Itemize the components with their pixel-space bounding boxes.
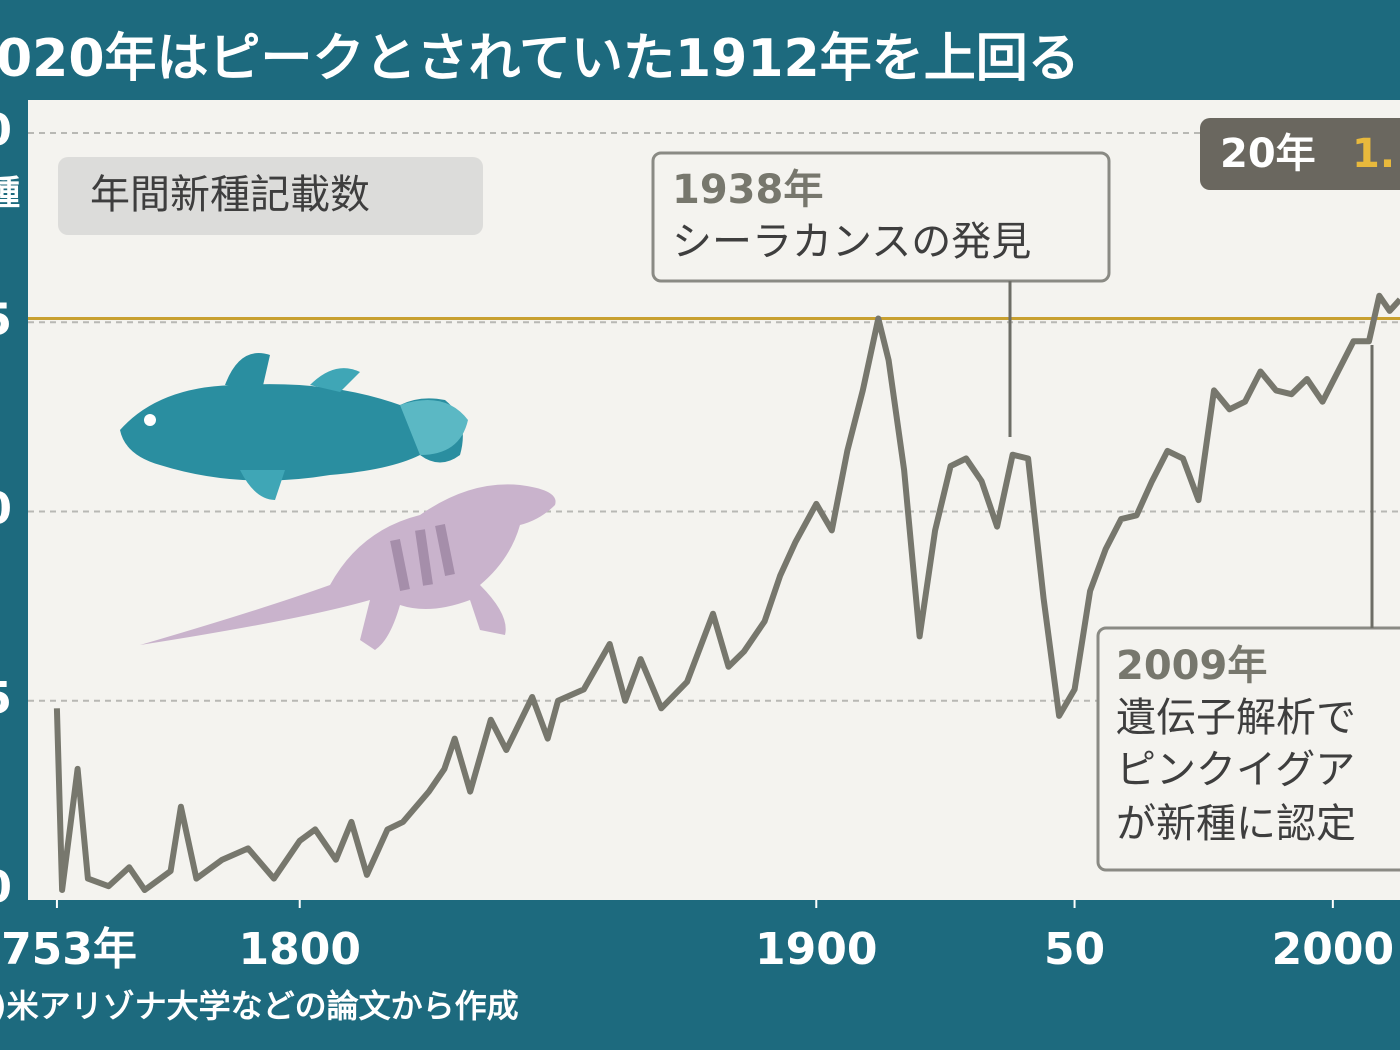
annotation-text: ピンクイグア: [1116, 747, 1355, 793]
x-tick-label: 50: [1044, 924, 1105, 975]
annotation-text: シーラカンスの発見: [672, 219, 1031, 265]
y-tick-label: 0: [0, 105, 12, 156]
callout-year: 20年: [1220, 131, 1316, 177]
y-tick-label: 0: [0, 484, 12, 535]
annotation-text: 遺伝子解析で: [1116, 695, 1356, 741]
x-tick-label: 2000: [1272, 924, 1394, 975]
chart-title: 020年はピークとされていた1912年を上回る: [0, 29, 1080, 89]
label-box: [58, 157, 483, 235]
y-tick-label: 0: [0, 862, 12, 913]
callout-value: 1.: [1352, 131, 1395, 177]
series-label: 年間新種記載数: [90, 172, 370, 218]
unit-label: 種: [0, 174, 20, 214]
x-tick-label: 1900: [755, 924, 877, 975]
annotation-year: 2009年: [1116, 643, 1267, 689]
y-tick-label: 5: [0, 673, 12, 724]
y-tick-label: 5: [0, 294, 12, 345]
annotation-text: が新種に認定: [1116, 801, 1356, 847]
data-line: [53, 292, 1400, 893]
plot: [28, 132, 1400, 893]
annotation-box: [1096, 626, 1400, 872]
x-tick-label: 753年: [1, 924, 137, 975]
callout-box: [1200, 118, 1400, 190]
annotation-year: 1938年: [672, 167, 823, 213]
iguana-illustration: [140, 484, 556, 650]
coelacanth-illustration: [120, 353, 468, 500]
source: )米アリゾナ大学などの論文から作成: [0, 987, 519, 1025]
annotation-box: [651, 151, 1111, 283]
x-tick-label: 1800: [238, 924, 360, 975]
